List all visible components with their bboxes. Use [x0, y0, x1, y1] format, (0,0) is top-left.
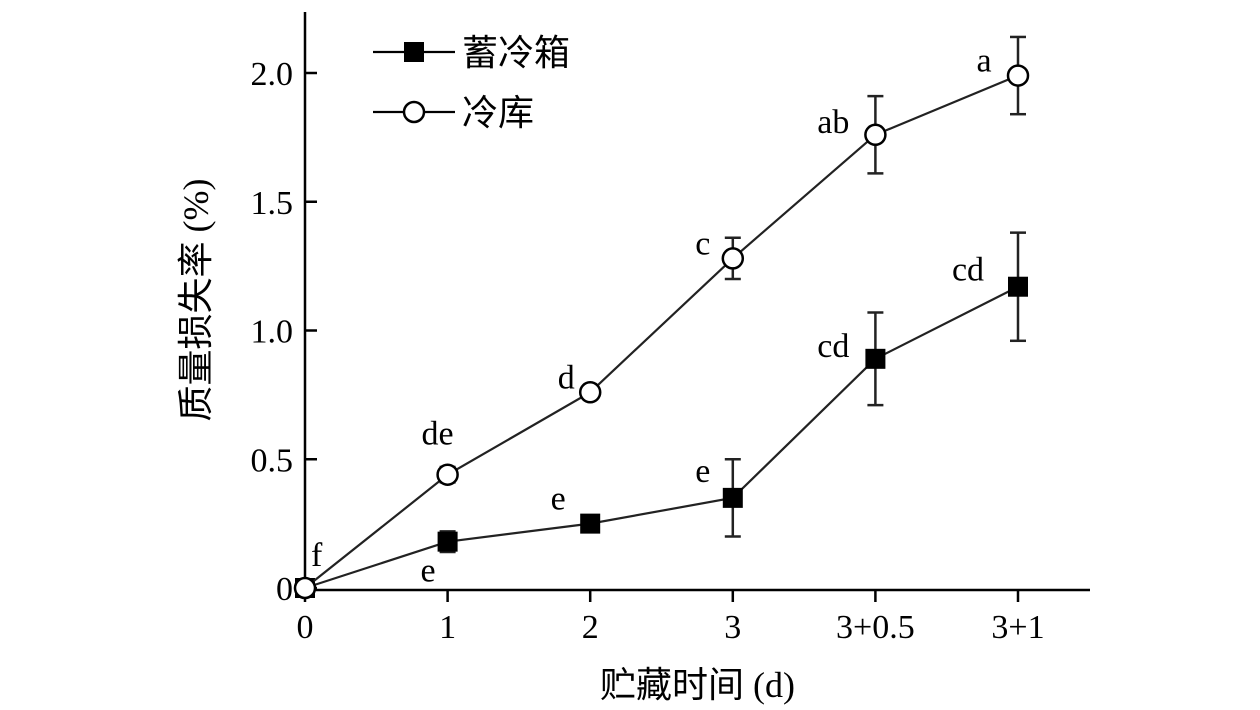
y-tick-label: 1.0 — [251, 314, 294, 351]
data-point — [1008, 276, 1028, 297]
significance-label: cd — [817, 328, 849, 365]
data-point — [1006, 64, 1030, 87]
significance-label: e — [551, 481, 566, 518]
data-point — [293, 576, 317, 600]
data-point — [436, 463, 459, 486]
x-tick-label: 2 — [582, 609, 599, 646]
data-point — [580, 513, 601, 534]
significance-label: ab — [817, 104, 849, 141]
series-line — [304, 74, 1019, 589]
data-point — [864, 123, 887, 147]
series-cold-room: de d c ab a — [293, 35, 1030, 600]
legend-label: 蓄冷箱 — [462, 33, 570, 73]
legend-item: 冷库 — [373, 93, 534, 133]
series-group: f e e e cd cd de d c ab a — [293, 35, 1030, 600]
x-ticks: 0 1 2 3 3+0.5 3+1 — [297, 590, 1045, 646]
y-ticks: 0 0.5 1.0 1.5 2.0 — [251, 56, 317, 608]
significance-label: d — [558, 359, 575, 396]
legend-marker — [404, 42, 424, 62]
data-point — [578, 381, 602, 404]
y-tick-label: 0.5 — [251, 442, 294, 479]
series-storage-box: f e e e cd cd — [295, 231, 1028, 598]
series-line — [304, 285, 1019, 590]
data-point — [722, 487, 743, 508]
significance-label: e — [421, 553, 436, 590]
legend-item: 蓄冷箱 — [373, 33, 570, 73]
data-point — [721, 247, 745, 270]
data-point — [865, 348, 886, 369]
legend-marker — [402, 100, 426, 124]
x-tick-label: 3+1 — [991, 609, 1044, 646]
y-axis-title: 质量损失率 (%) — [176, 179, 216, 422]
y-tick-label: 0 — [276, 571, 293, 608]
y-tick-label: 1.5 — [251, 185, 294, 222]
significance-label: c — [695, 225, 710, 262]
legend-label: 冷库 — [462, 93, 534, 133]
significance-label: e — [695, 453, 710, 490]
x-axis-title: 贮藏时间 (d) — [600, 665, 795, 705]
axes — [303, 12, 1090, 592]
significance-label: f — [311, 537, 323, 574]
x-tick-label: 1 — [439, 609, 456, 646]
x-tick-label: 0 — [297, 609, 314, 646]
x-tick-label: 3+0.5 — [836, 609, 915, 646]
x-tick-label: 3 — [724, 609, 741, 646]
significance-label: cd — [952, 252, 984, 289]
y-tick-label: 2.0 — [251, 56, 294, 93]
significance-label: de — [422, 416, 454, 453]
significance-label: a — [976, 43, 991, 80]
data-point — [437, 531, 458, 552]
